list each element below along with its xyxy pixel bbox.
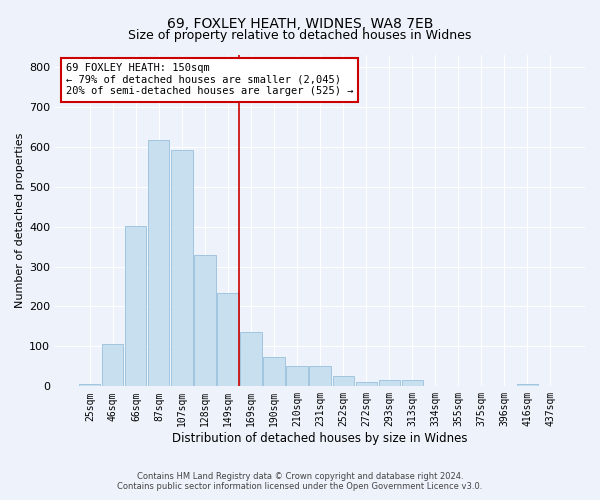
Bar	[102, 344, 124, 386]
Bar	[79, 384, 100, 386]
Bar	[125, 226, 146, 386]
Bar	[241, 332, 262, 386]
Bar	[356, 382, 377, 386]
Bar	[379, 380, 400, 386]
Text: Contains public sector information licensed under the Open Government Licence v3: Contains public sector information licen…	[118, 482, 482, 491]
Bar	[401, 380, 423, 386]
Text: Size of property relative to detached houses in Widnes: Size of property relative to detached ho…	[128, 29, 472, 42]
Bar	[217, 292, 239, 386]
Bar	[286, 366, 308, 386]
Bar	[517, 384, 538, 386]
Text: Contains HM Land Registry data © Crown copyright and database right 2024.: Contains HM Land Registry data © Crown c…	[137, 472, 463, 481]
Bar	[172, 150, 193, 386]
Bar	[263, 357, 284, 386]
Text: 69, FOXLEY HEATH, WIDNES, WA8 7EB: 69, FOXLEY HEATH, WIDNES, WA8 7EB	[167, 18, 433, 32]
Y-axis label: Number of detached properties: Number of detached properties	[15, 133, 25, 308]
Bar	[332, 376, 353, 386]
Text: 69 FOXLEY HEATH: 150sqm
← 79% of detached houses are smaller (2,045)
20% of semi: 69 FOXLEY HEATH: 150sqm ← 79% of detache…	[66, 64, 353, 96]
X-axis label: Distribution of detached houses by size in Widnes: Distribution of detached houses by size …	[172, 432, 468, 445]
Bar	[310, 366, 331, 386]
Bar	[194, 256, 215, 386]
Bar	[148, 140, 169, 386]
